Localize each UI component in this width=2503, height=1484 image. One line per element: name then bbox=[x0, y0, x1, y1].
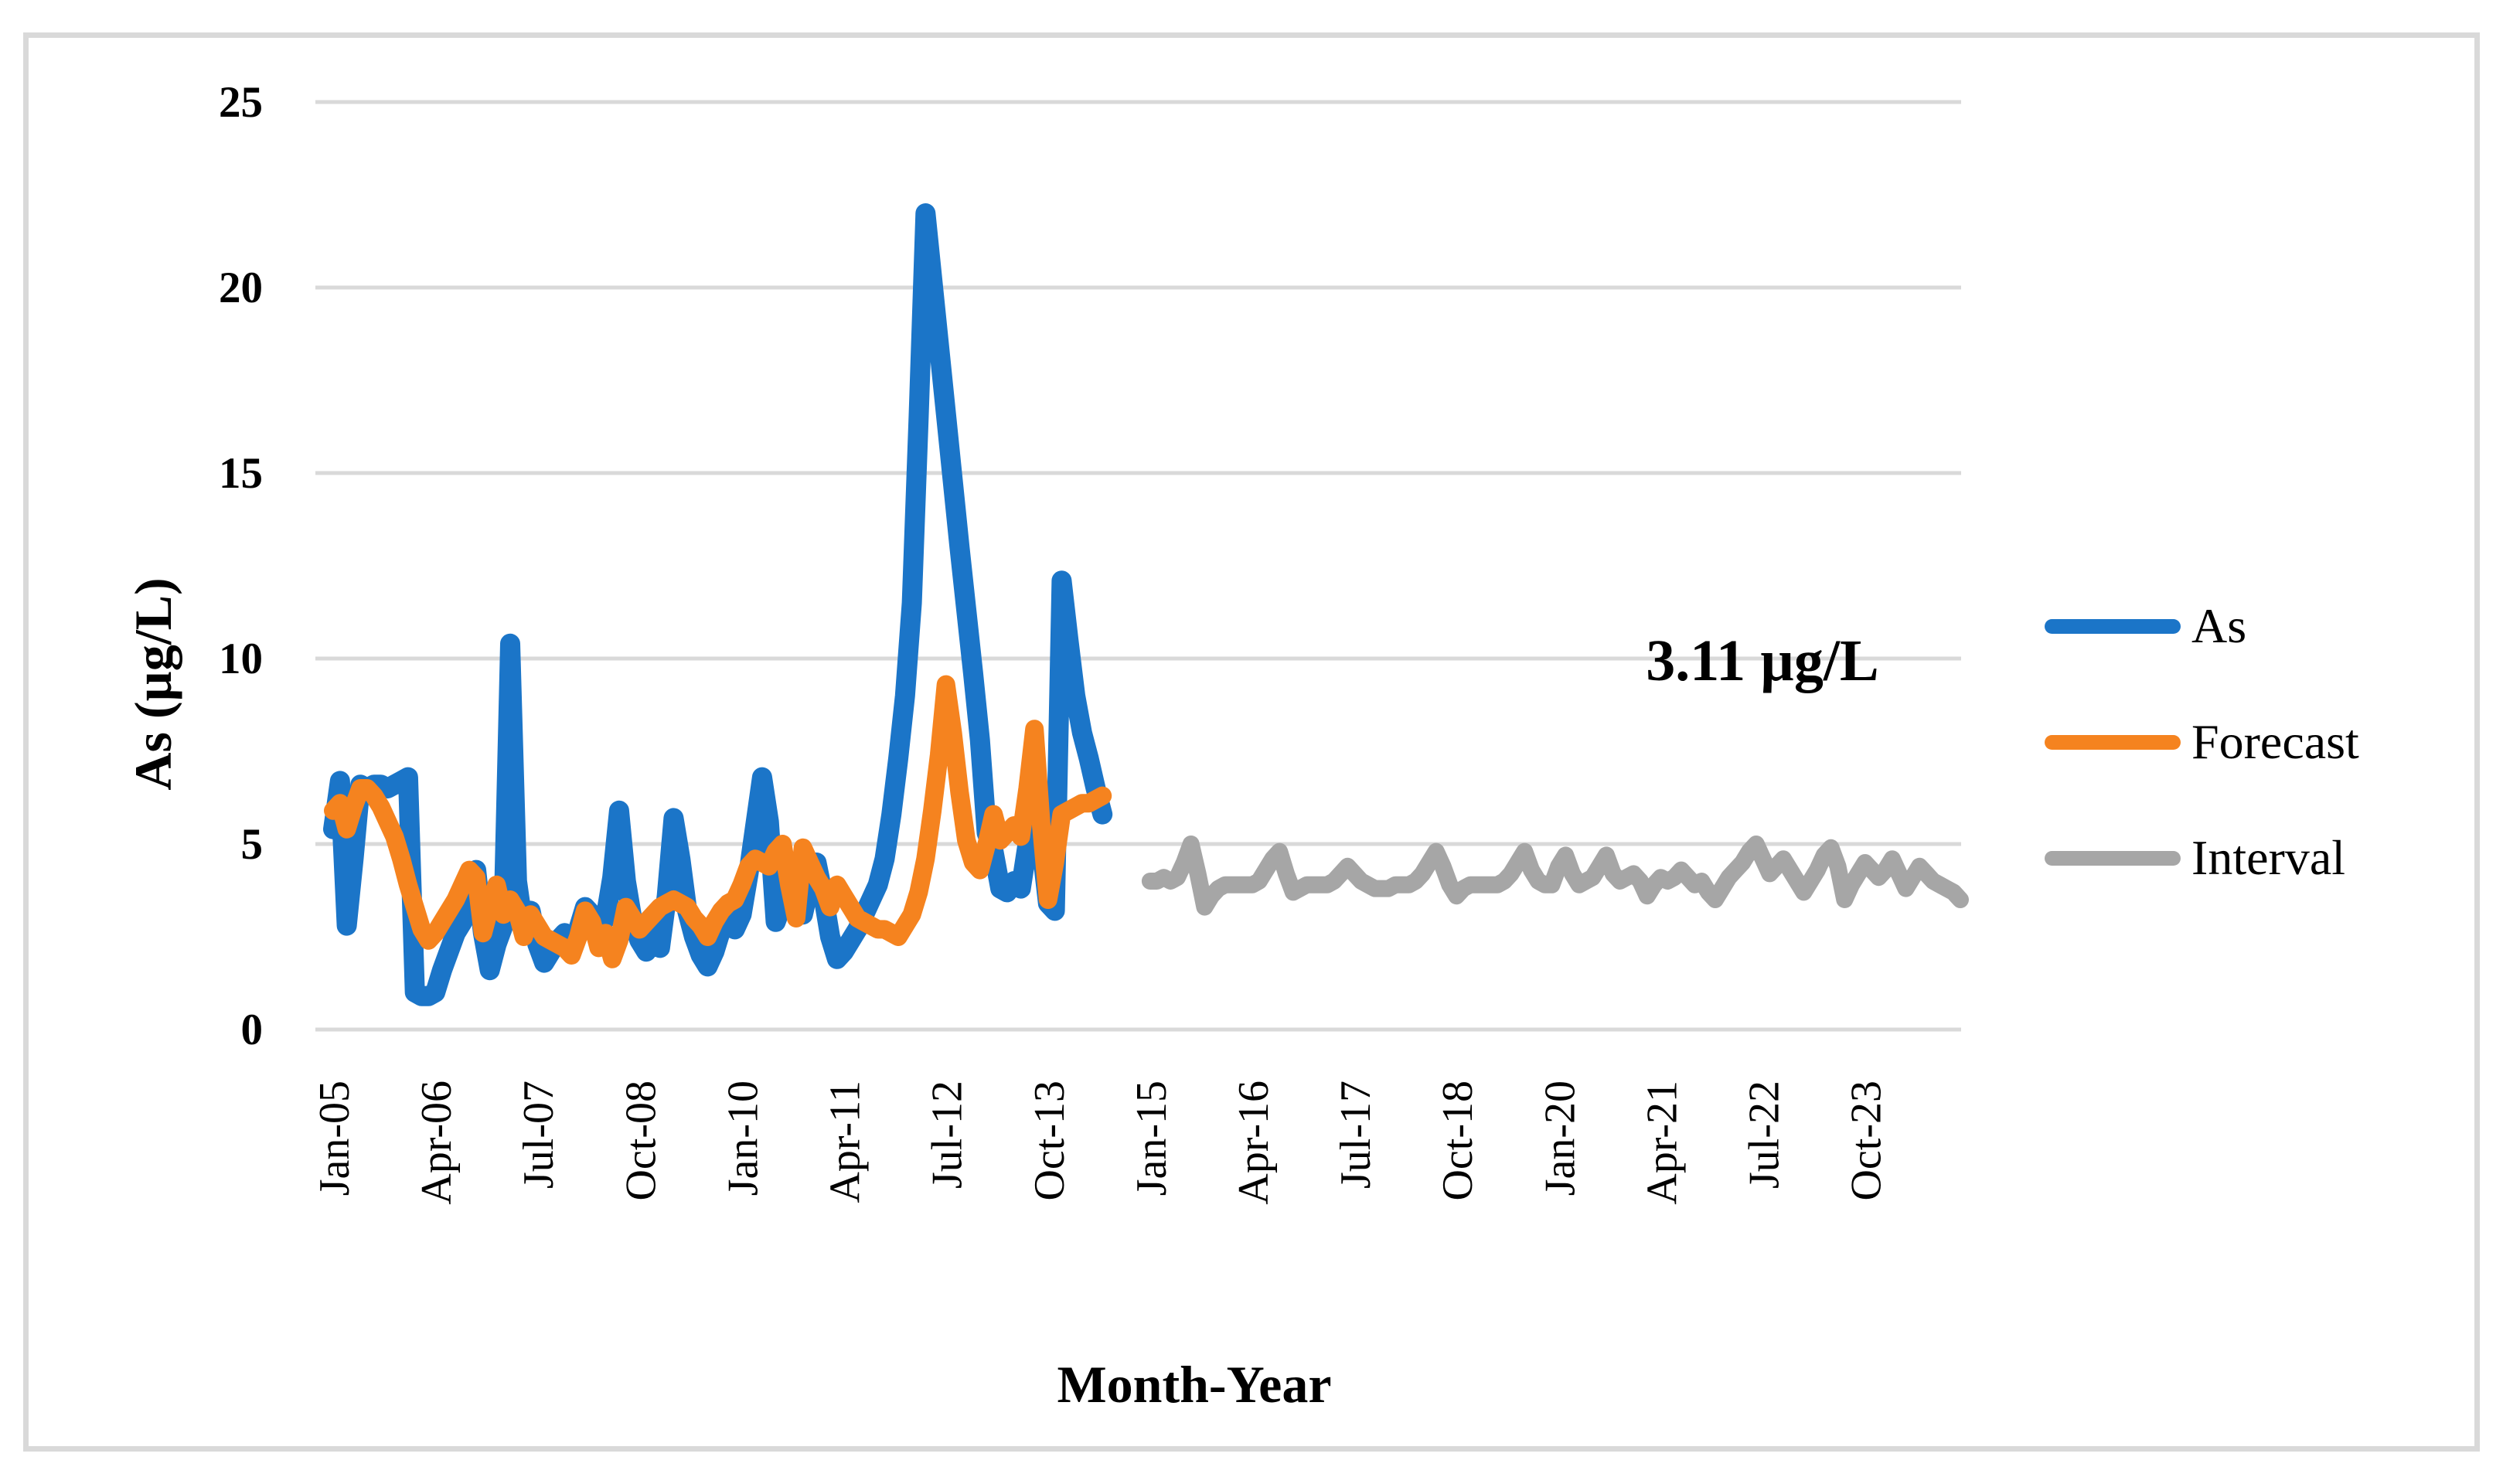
y-tick-label: 10 bbox=[219, 635, 263, 683]
forecast-series-swatch bbox=[2045, 734, 2181, 750]
series-line-as bbox=[323, 203, 1113, 1006]
legend-label-forecast: Forecast bbox=[2191, 714, 2359, 769]
y-axis-title: As (µg/L) bbox=[124, 577, 182, 791]
x-tick-label: Jul-22 bbox=[1741, 1081, 1789, 1189]
x-tick-label: Oct-13 bbox=[1026, 1081, 1074, 1201]
as-series-swatch bbox=[2045, 618, 2181, 634]
threshold-annotation: 3.11 µg/L bbox=[1646, 628, 1879, 693]
x-tick-label: Jul-17 bbox=[1332, 1081, 1380, 1189]
x-tick-label: Apr-11 bbox=[822, 1081, 870, 1203]
x-tick-label: Apr-16 bbox=[1230, 1081, 1278, 1205]
x-tick-label: Oct-08 bbox=[617, 1081, 665, 1201]
x-tick-label: Oct-23 bbox=[1843, 1081, 1891, 1201]
legend-label-as: As bbox=[2191, 598, 2247, 653]
legend-label-interval: Interval bbox=[2191, 830, 2345, 885]
y-tick-label: 15 bbox=[219, 449, 263, 498]
series-line-forecast bbox=[324, 675, 1112, 968]
x-tick-label: Jan-15 bbox=[1128, 1081, 1176, 1196]
x-tick-label: Oct-18 bbox=[1434, 1081, 1482, 1201]
y-tick-label: 20 bbox=[219, 264, 263, 312]
legend-item-as: As bbox=[2045, 595, 2477, 657]
x-tick-label: Apr-21 bbox=[1638, 1081, 1686, 1205]
chart-legend: As Forecast Interval bbox=[2045, 595, 2477, 943]
x-tick-label: Jul-12 bbox=[924, 1081, 972, 1189]
x-tick-label: Apr-06 bbox=[413, 1081, 461, 1205]
y-tick-label: 25 bbox=[219, 78, 263, 127]
x-axis-title: Month-Year bbox=[1057, 1355, 1332, 1414]
series-line-interval bbox=[1141, 836, 1969, 916]
x-tick-label: Jan-05 bbox=[311, 1081, 359, 1196]
x-tick-label: Jan-10 bbox=[719, 1081, 767, 1196]
legend-item-forecast: Forecast bbox=[2045, 711, 2477, 773]
x-tick-label: Jan-20 bbox=[1536, 1081, 1584, 1196]
legend-item-interval: Interval bbox=[2045, 827, 2477, 889]
y-tick-label: 5 bbox=[241, 820, 264, 869]
x-tick-label: Jul-07 bbox=[515, 1081, 563, 1189]
interval-series-swatch bbox=[2045, 850, 2181, 866]
y-tick-label: 0 bbox=[241, 1006, 264, 1054]
